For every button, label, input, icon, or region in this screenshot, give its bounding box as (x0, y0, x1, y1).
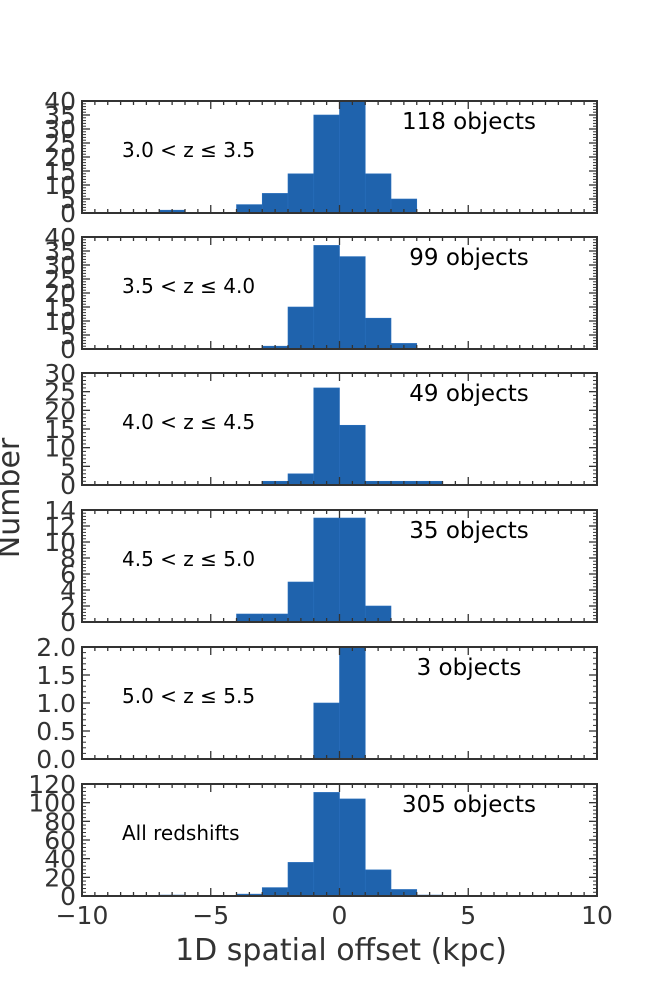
y-tick-label: 20 (44, 143, 76, 172)
y-tick-label: 30 (44, 115, 76, 144)
histogram-bar (339, 646, 366, 760)
x-tick-label: 0 (332, 901, 348, 930)
object-count-label: 99 objects (409, 245, 528, 271)
histogram-bar (313, 387, 340, 486)
y-tick-label: 2 (60, 592, 76, 621)
histogram-bar (339, 256, 366, 350)
y-tick-label: 0 (60, 335, 76, 364)
y-tick-label: 40 (44, 87, 76, 116)
x-axis-label: 1D spatial offset (kpc) (175, 933, 507, 968)
histogram-bar (287, 306, 315, 350)
y-tick-label: 1.5 (36, 661, 76, 690)
y-tick-label: 25 (44, 378, 76, 407)
x-tick-label: −5 (192, 901, 229, 930)
y-tick-label: 0 (60, 608, 76, 637)
histogram-bar (287, 581, 315, 623)
y-tick-label: 10 (44, 171, 76, 200)
histogram-bar (339, 100, 366, 214)
y-tick-label: 1.0 (36, 689, 76, 718)
y-tick-label: 6 (60, 560, 76, 589)
x-tick-label: 5 (460, 901, 476, 930)
y-tick-label: 2.0 (36, 633, 76, 662)
y-tick-label: 30 (44, 359, 76, 388)
y-tick-label: 25 (44, 265, 76, 294)
y-tick-label: 10 (44, 434, 76, 463)
y-tick-label: 0 (60, 199, 76, 228)
redshift-range-label: 4.0 < z ≤ 4.5 (122, 410, 255, 434)
y-tick-label: 12 (44, 512, 76, 541)
object-count-label: 118 objects (402, 109, 536, 135)
histogram-bar (339, 424, 366, 486)
histogram-bar (287, 862, 315, 897)
histogram-bar (364, 173, 392, 214)
histogram-bar (313, 114, 340, 214)
redshift-range-label: All redshifts (122, 821, 240, 845)
redshift-range-label: 3.0 < z ≤ 3.5 (122, 138, 255, 162)
panel-5: 0.00.51.01.52.0 5.0 < z ≤ 5.5 3 objects (36, 633, 598, 774)
histogram-bar (339, 798, 366, 897)
y-tick-label: 8 (60, 544, 76, 573)
y-tick-label: 15 (44, 415, 76, 444)
object-count-label: 49 objects (409, 381, 528, 407)
histogram-bar (339, 517, 366, 623)
object-count-label: 305 objects (402, 792, 536, 818)
y-tick-label: 5 (60, 452, 76, 481)
x-tick-label: −10 (56, 901, 109, 930)
y-tick-label: 80 (44, 807, 76, 836)
x-tick-label: 10 (581, 901, 613, 930)
y-tick-label: 20 (44, 396, 76, 425)
histogram-bar (313, 702, 340, 760)
y-tick-label: 25 (44, 129, 76, 158)
y-tick-label: 15 (44, 157, 76, 186)
y-tick-label: 15 (44, 293, 76, 322)
y-tick-label: 10 (44, 528, 76, 557)
histogram-bar (313, 792, 340, 897)
y-tick-label: 14 (44, 496, 76, 525)
y-tick-label: 35 (44, 237, 76, 266)
y-tick-label: 10 (44, 307, 76, 336)
y-tick-label: 60 (44, 826, 76, 855)
y-tick-label: 5 (60, 185, 76, 214)
y-tick-label: 40 (44, 845, 76, 874)
y-tick-label: 100 (28, 789, 76, 818)
y-tick-label: 4 (60, 576, 76, 605)
y-tick-label: 20 (44, 279, 76, 308)
y-tick-label: 0.0 (36, 745, 76, 774)
histogram-bar (287, 173, 315, 214)
object-count-label: 3 objects (417, 655, 522, 681)
y-tick-label: 35 (44, 101, 76, 130)
y-tick-label: 0.5 (36, 717, 76, 746)
y-tick-label: 20 (44, 863, 76, 892)
y-tick-label: 120 (28, 770, 76, 799)
object-count-label: 35 objects (409, 518, 528, 544)
histogram-bar (313, 245, 340, 350)
y-tick-label: 0 (60, 882, 76, 911)
y-tick-label: 30 (44, 251, 76, 280)
y-tick-label: 40 (44, 223, 76, 252)
histogram-bar (364, 317, 392, 350)
y-axis-label: Number (0, 437, 27, 558)
redshift-range-label: 3.5 < z ≤ 4.0 (122, 274, 255, 298)
x-tick-labels: −10 −5 0 5 10 (56, 901, 613, 930)
histogram-bar (313, 517, 340, 623)
y-tick-label: 0 (60, 471, 76, 500)
y-tick-label: 5 (60, 321, 76, 350)
redshift-range-label: 5.0 < z ≤ 5.5 (122, 684, 255, 708)
redshift-range-label: 4.5 < z ≤ 5.0 (122, 547, 255, 571)
